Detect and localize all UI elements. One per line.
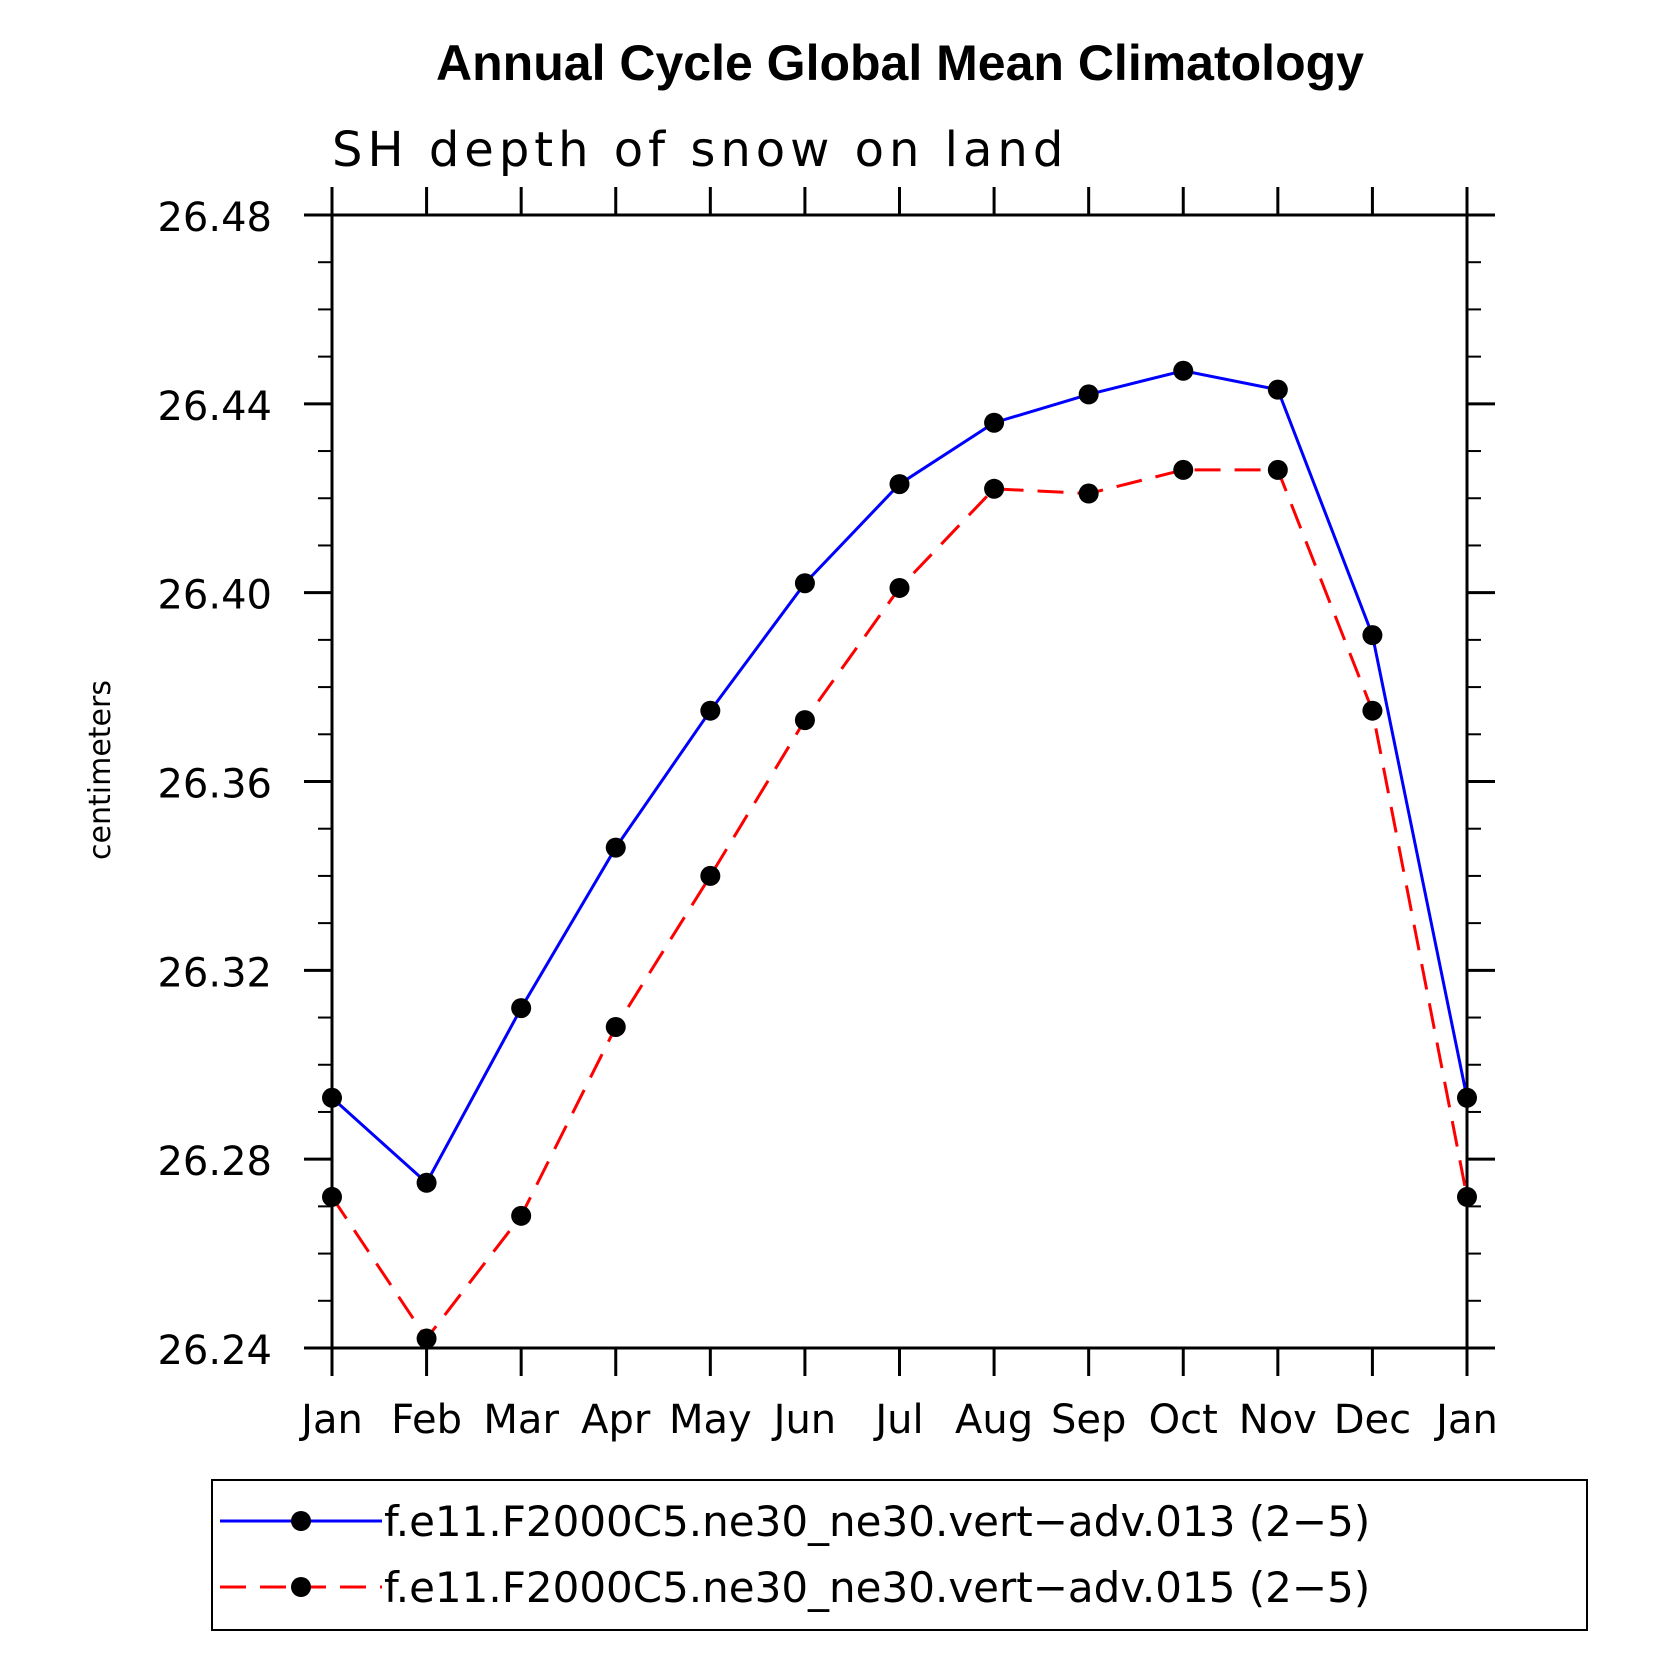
legend-label-2: f.e11.F2000C5.ne30_ne30.vert−adv.015 (2−… [384, 1563, 1370, 1612]
y-tick-label: 26.28 [157, 1139, 272, 1185]
series-1-point [605, 837, 626, 858]
y-tick-label: 26.24 [157, 1328, 272, 1374]
x-tick-label: Apr [581, 1397, 651, 1443]
x-tick-label: Jan [1433, 1397, 1498, 1443]
series-2-point [700, 865, 721, 886]
y-tick-label: 26.44 [157, 384, 272, 430]
series-1-point [416, 1172, 437, 1193]
series-1-point [1362, 625, 1383, 646]
series-2-point [984, 478, 1005, 499]
series-2-point [416, 1328, 437, 1349]
legend-label-1: f.e11.F2000C5.ne30_ne30.vert−adv.013 (2−… [384, 1497, 1370, 1546]
chart-title: Annual Cycle Global Mean Climatology [436, 35, 1364, 91]
series-group [322, 360, 1477, 1349]
series-2-point [322, 1186, 342, 1207]
y-tick-label: 26.36 [157, 762, 272, 808]
series-2-point [511, 1205, 532, 1226]
x-tick-label: Jul [872, 1397, 923, 1443]
series-1-point [984, 412, 1005, 433]
x-tick-label: Feb [391, 1397, 462, 1443]
series-1-point [1078, 384, 1099, 405]
legend-marker-1 [291, 1511, 311, 1531]
series-1-point [1173, 360, 1194, 381]
series-1-point [1457, 1087, 1477, 1108]
plot-frame [330, 213, 1469, 1350]
y-axis-label: centimeters [83, 680, 118, 860]
chart-subtitle: SH depth of snow on land [332, 122, 1068, 178]
x-tick-label: May [669, 1397, 752, 1443]
y-tick-label: 26.40 [157, 573, 272, 619]
legend-marker-2 [291, 1577, 311, 1597]
x-tick-label: Dec [1334, 1397, 1411, 1443]
series-line-2 [330, 468, 1469, 1342]
x-tick-label: Jun [771, 1397, 837, 1443]
x-tick-label: Jan [298, 1397, 363, 1443]
x-tick-label: Mar [483, 1397, 559, 1443]
x-tick-label: Nov [1239, 1397, 1317, 1443]
y-tick-label: 26.32 [157, 950, 272, 996]
x-tick-label: Oct [1149, 1397, 1218, 1443]
series-2-point [605, 1016, 626, 1037]
series-2-point [794, 710, 815, 731]
series-2-point [1078, 483, 1099, 504]
x-tick-labels: Jan Feb Mar Apr May Jun Jul Aug Sep Oct Nov Dec Jan [298, 1397, 1498, 1443]
series-1-point [794, 573, 815, 594]
series-1-point [889, 474, 910, 495]
series-2-point [1173, 459, 1194, 480]
series-1-point [322, 1087, 342, 1108]
series-2-point [1457, 1186, 1477, 1207]
y-tick-labels: 26.24 26.28 26.32 26.36 26.40 26.44 26.48 [157, 195, 272, 1374]
series-2-point [1267, 459, 1288, 480]
x-tick-label: Aug [955, 1397, 1033, 1443]
series-2-point [889, 577, 910, 598]
series-1-point [1267, 379, 1288, 400]
series-2-point [1362, 700, 1383, 721]
series-1-point [700, 700, 721, 721]
x-tick-label: Sep [1051, 1397, 1126, 1443]
axis-ticks [304, 187, 1495, 1376]
legend-box [211, 1479, 1588, 1631]
legend: f.e11.F2000C5.ne30_ne30.vert−adv.013 (2−… [220, 1497, 1370, 1612]
y-tick-label: 26.48 [157, 195, 272, 241]
series-1-point [511, 998, 532, 1019]
